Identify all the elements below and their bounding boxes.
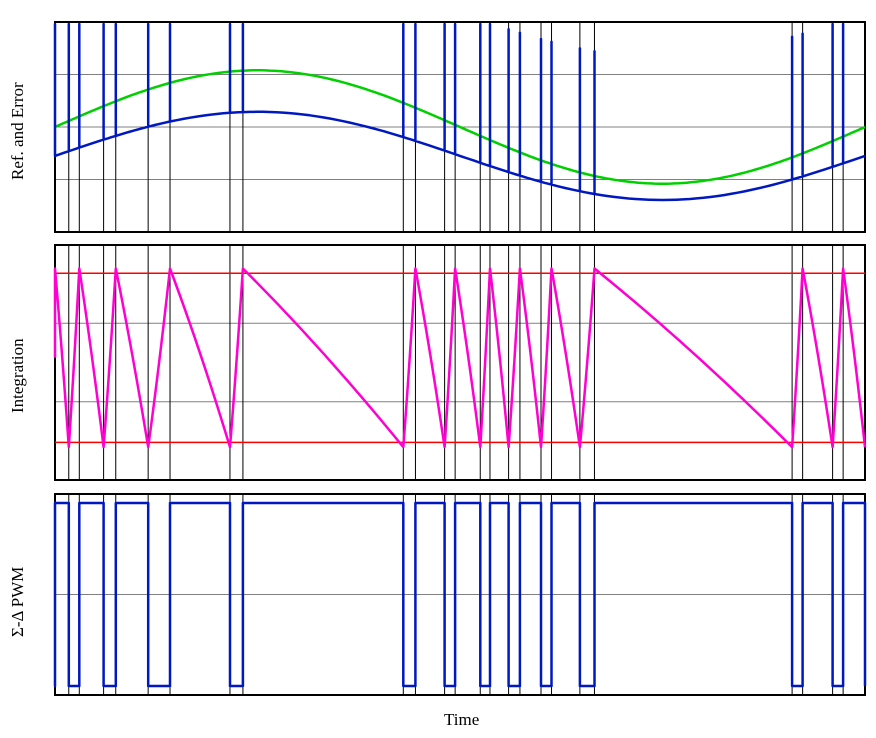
xlabel: Time	[444, 710, 479, 730]
ylabel-bottom: Σ-Δ PWM	[8, 567, 28, 637]
ylabel-top: Ref. and Error	[8, 82, 28, 180]
ylabel-mid: Integration	[8, 338, 28, 413]
